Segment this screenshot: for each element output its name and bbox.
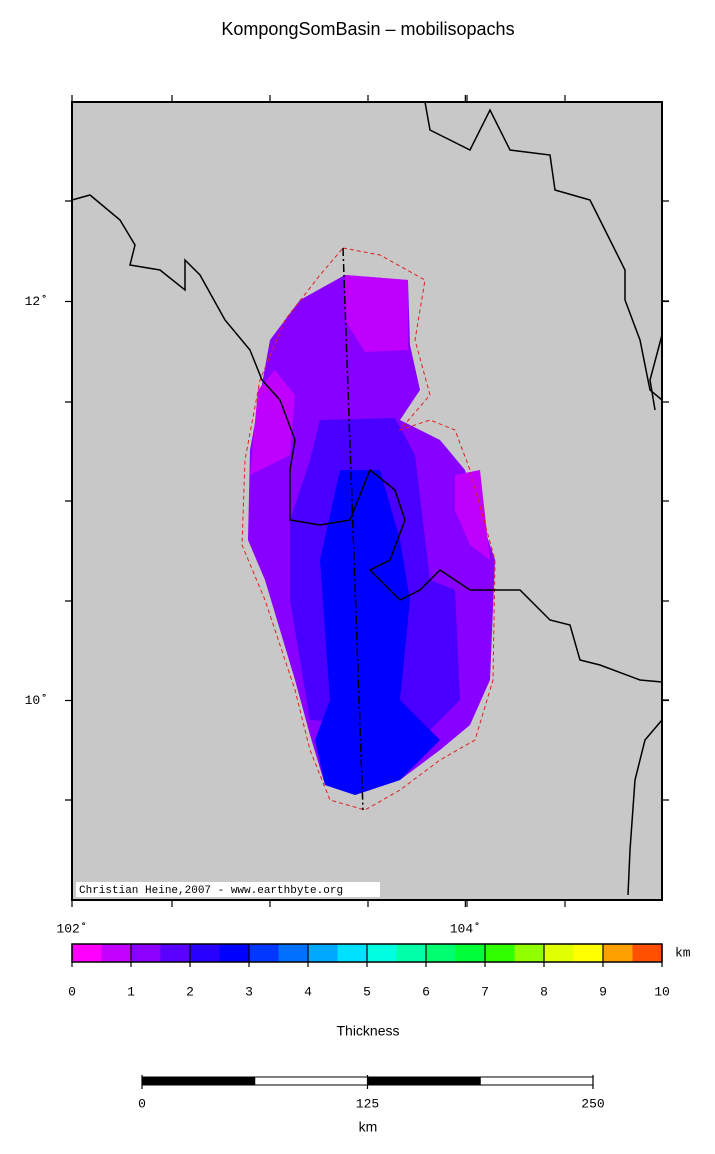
color-segment xyxy=(426,944,456,962)
scale-tick-label: 0 xyxy=(138,1096,146,1111)
scale-segment xyxy=(479,1076,594,1086)
lon-tick-label: 104˚ xyxy=(450,921,481,936)
color-segment xyxy=(131,944,161,962)
color-segment xyxy=(396,944,426,962)
color-segment xyxy=(455,944,485,962)
color-segment xyxy=(190,944,220,962)
coastlines xyxy=(71,101,663,896)
scale-tick-label: 250 xyxy=(581,1096,604,1111)
colorbar-tick-label: 4 xyxy=(304,984,312,999)
section-line xyxy=(342,247,364,811)
scale-segment xyxy=(141,1076,256,1086)
color-segment xyxy=(219,944,249,962)
colorbar-tick-label: 2 xyxy=(186,984,194,999)
colorbar-tick-label: 6 xyxy=(422,984,430,999)
color-segment xyxy=(485,944,515,962)
color-segment xyxy=(544,944,574,962)
color-segment xyxy=(573,944,603,962)
lat-tick-label: 12˚ xyxy=(25,294,48,309)
color-segment xyxy=(249,944,279,962)
scale-segment xyxy=(367,1076,481,1086)
color-segment xyxy=(367,944,397,962)
color-segment xyxy=(603,944,633,962)
basin-outline xyxy=(241,247,496,811)
colorbar-unit: km xyxy=(675,945,691,960)
lon-tick-label: 102˚ xyxy=(56,921,87,936)
color-segment xyxy=(101,944,131,962)
colorbar-tick-label: 1 xyxy=(127,984,135,999)
credit: Christian Heine,2007 - www.earthbyte.org xyxy=(79,885,343,897)
colorbar-label: Thickness xyxy=(336,1023,399,1039)
color-segment xyxy=(278,944,308,962)
colorbar-tick-label: 7 xyxy=(481,984,489,999)
scale-tick-label: 125 xyxy=(356,1096,379,1111)
scale-unit: km xyxy=(359,1119,378,1135)
color-segment xyxy=(308,944,338,962)
scale-segment xyxy=(254,1076,368,1086)
colorbar-tick-label: 8 xyxy=(540,984,548,999)
color-segment xyxy=(337,944,367,962)
colorbar-tick-label: 5 xyxy=(363,984,371,999)
color-segment xyxy=(72,944,102,962)
color-segment xyxy=(514,944,544,962)
lat-tick-label: 10˚ xyxy=(25,693,48,708)
colorbar-tick-label: 3 xyxy=(245,984,253,999)
minor-ticks xyxy=(65,95,669,907)
credit-box xyxy=(76,882,380,897)
color-segment xyxy=(632,944,662,962)
colorbar-tick-label: 10 xyxy=(654,984,670,999)
colorbar-tick-label: 9 xyxy=(599,984,607,999)
colorbar-tick-label: 0 xyxy=(68,984,76,999)
title: KompongSomBasin – mobilisopachs xyxy=(221,19,514,39)
color-segment xyxy=(160,944,190,962)
